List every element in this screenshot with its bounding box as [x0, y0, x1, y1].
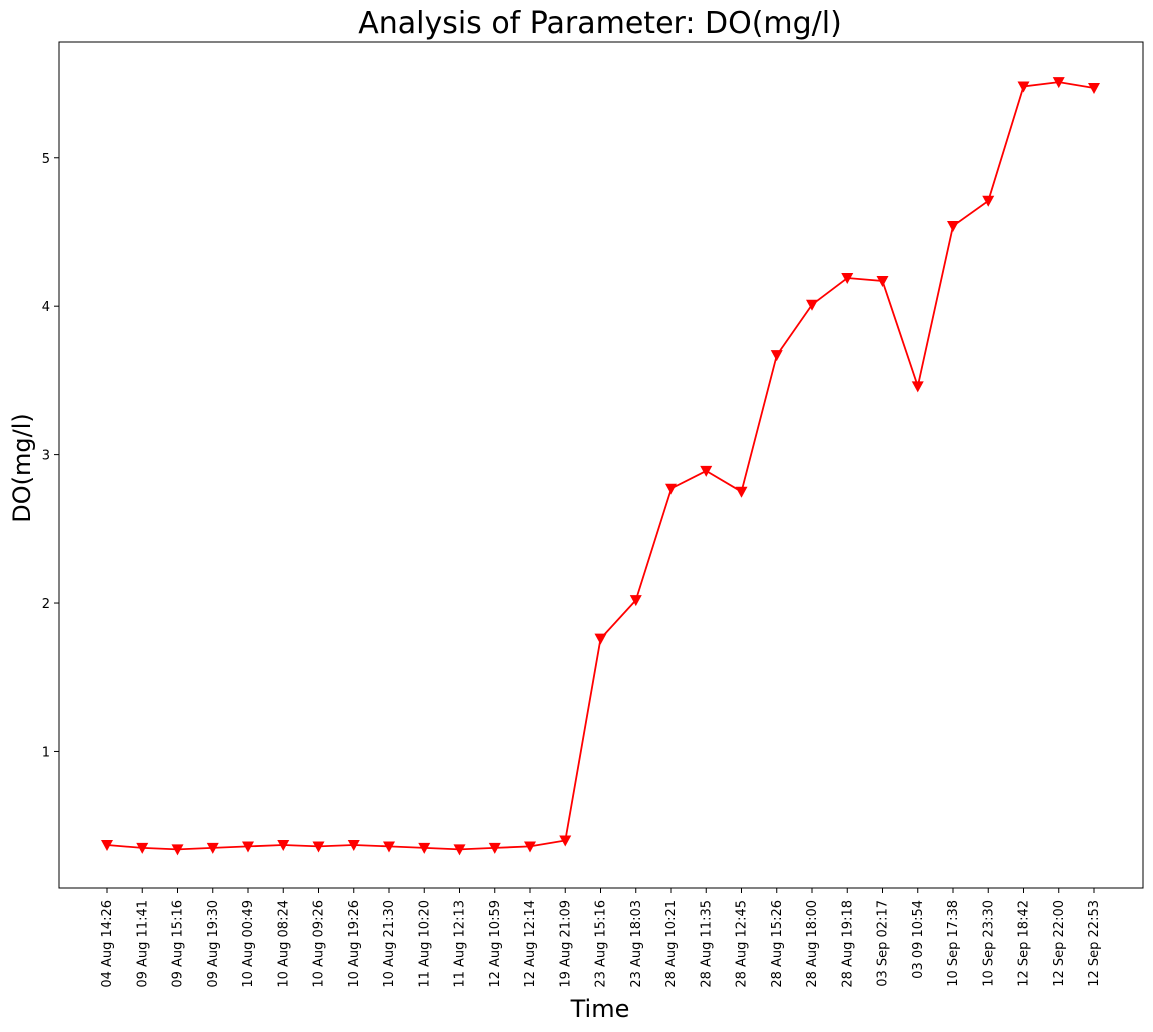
y-tick-label: 4	[42, 300, 50, 315]
x-tick-label: 28 Aug 15:26	[770, 900, 785, 988]
x-tick-label: 04 Aug 14:26	[100, 900, 115, 988]
series-line	[106, 81, 1095, 851]
x-tick-label: 10 Aug 19:26	[347, 900, 362, 988]
x-tick-label: 28 Aug 12:45	[735, 900, 750, 988]
x-tick-label: 11 Aug 10:20	[417, 900, 432, 988]
x-tick-label: 10 Aug 00:49	[241, 900, 256, 988]
x-tick-label: 12 Sep 18:42	[1017, 900, 1032, 987]
data-point	[418, 842, 431, 854]
data-point	[242, 841, 254, 853]
x-tick-label: 03 09 10:54	[911, 900, 926, 979]
y-axis-label: DO(mg/l)	[8, 413, 36, 522]
y-tick-label: 2	[42, 597, 50, 612]
data-point	[312, 841, 325, 853]
x-tick-label: 28 Aug 18:00	[805, 900, 820, 988]
data-point	[559, 835, 572, 847]
data-point	[665, 483, 677, 495]
x-tick-label: 12 Aug 10:59	[488, 900, 503, 988]
data-point	[770, 350, 783, 362]
x-tick-label: 11 Aug 12:13	[453, 900, 468, 988]
data-point	[806, 299, 818, 311]
data-point	[136, 842, 149, 854]
data-point	[841, 272, 854, 284]
x-tick-label: 28 Aug 10:21	[664, 900, 679, 988]
y-tick-label: 5	[42, 152, 50, 167]
data-point	[347, 839, 360, 851]
data-point	[206, 842, 219, 854]
x-tick-label: 09 Aug 15:16	[171, 900, 186, 988]
data-point	[277, 839, 290, 851]
plot-frame	[58, 41, 1144, 889]
x-tick-label: 10 Sep 17:38	[946, 900, 961, 987]
data-point	[911, 381, 924, 393]
x-tick-label: 28 Aug 19:18	[840, 900, 855, 988]
data-point	[1088, 83, 1100, 95]
data-point	[453, 844, 466, 856]
data-point	[101, 839, 113, 851]
x-tick-label: 12 Sep 22:00	[1052, 900, 1067, 987]
x-tick-label: 12 Sep 22:53	[1087, 900, 1102, 987]
chart-title: Analysis of Parameter: DO(mg/l)	[358, 6, 842, 41]
x-tick-label: 23 Aug 18:03	[629, 900, 644, 988]
data-point	[171, 844, 184, 856]
plot-area: 1 2 3 4 5 04 Aug 14:26 09 Aug 11:41 09 Aug 15:1…	[42, 77, 1102, 988]
data-point	[524, 841, 536, 853]
y-tick-label: 1	[42, 745, 50, 760]
y-tick-label: 3	[42, 449, 50, 464]
data-point	[1052, 77, 1065, 89]
data-point	[700, 465, 713, 477]
x-tick-label: 03 Sep 02:17	[876, 900, 891, 987]
x-tick-label: 10 Aug 08:24	[276, 900, 291, 988]
x-tick-label: 23 Aug 15:16	[594, 900, 609, 988]
data-point	[735, 486, 748, 498]
x-axis-label: Time	[570, 995, 630, 1023]
x-tick-label: 28 Aug 11:35	[699, 900, 714, 988]
x-tick-label: 09 Aug 19:30	[206, 900, 221, 988]
data-point	[1017, 81, 1030, 93]
x-tick-label: 12 Aug 12:14	[523, 900, 538, 988]
data-point	[594, 633, 607, 645]
data-point	[982, 195, 995, 207]
x-tick-label: 10 Aug 09:26	[312, 900, 327, 988]
x-tick-label: 19 Aug 21:09	[558, 900, 573, 988]
data-point	[383, 841, 395, 853]
x-tick-label: 10 Sep 23:30	[981, 900, 996, 987]
data-point	[947, 221, 959, 233]
x-tick-label: 10 Aug 21:30	[382, 900, 397, 988]
data-point	[488, 842, 501, 854]
data-point	[876, 275, 889, 287]
x-tick-label: 09 Aug 11:41	[135, 900, 150, 988]
data-point	[629, 595, 642, 607]
